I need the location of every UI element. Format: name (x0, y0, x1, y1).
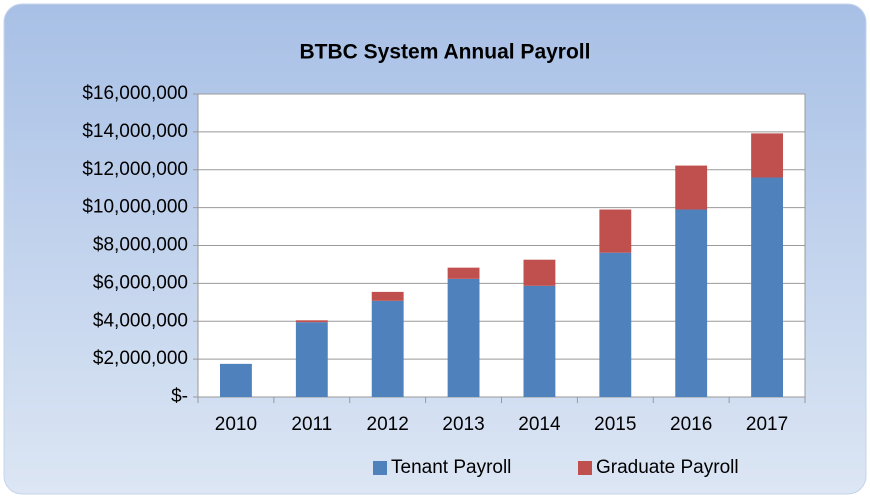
x-tick-label: 2013 (442, 414, 484, 435)
bar-segment (447, 278, 480, 397)
y-tick-label: $12,000,000 (82, 159, 188, 180)
y-tick-label: $14,000,000 (82, 121, 188, 142)
bar-segment (675, 209, 708, 397)
x-tick-label: 2011 (291, 414, 332, 435)
bar-segment (295, 322, 328, 397)
y-tick-label: $6,000,000 (93, 272, 188, 293)
bar-segment (447, 267, 480, 279)
y-tick-label: $16,000,000 (82, 83, 188, 104)
legend-swatch (373, 461, 387, 475)
legend-label: Tenant Payroll (391, 457, 511, 478)
y-tick-label: $- (171, 386, 188, 407)
legend-label: Graduate Payroll (596, 457, 739, 478)
y-tick-label: $8,000,000 (93, 235, 188, 256)
legend-swatch (578, 461, 592, 475)
bar-segment (523, 285, 556, 397)
bar-segment (599, 252, 632, 397)
bar-segment (751, 133, 783, 178)
bar-segment (523, 259, 556, 286)
bar-segment (599, 209, 632, 253)
y-tick-label: $4,000,000 (93, 310, 188, 331)
bar-segment (295, 320, 328, 323)
y-tick-label: $2,000,000 (93, 348, 188, 369)
y-tick-label: $10,000,000 (82, 197, 188, 218)
x-tick-label: 2014 (518, 414, 561, 435)
chart-title: BTBC System Annual Payroll (300, 41, 591, 64)
bar-segment (751, 177, 783, 397)
x-tick-label: 2015 (594, 414, 636, 435)
x-tick-label: 2017 (746, 414, 788, 435)
x-tick-label: 2016 (670, 414, 712, 435)
bar-segment (371, 291, 404, 301)
bar-segment (675, 165, 708, 210)
x-tick-label: 2012 (367, 414, 409, 435)
bar-segment (220, 363, 252, 397)
x-tick-label: 2010 (215, 414, 257, 435)
bar-segment (371, 300, 404, 397)
